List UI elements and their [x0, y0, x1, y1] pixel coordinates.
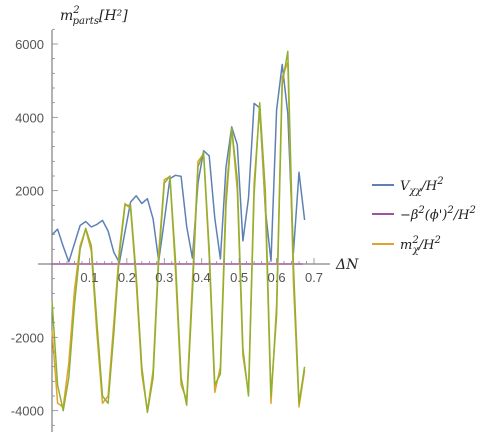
- x-tick-label: 0.5: [230, 270, 248, 285]
- x-tick-label: 0.6: [268, 270, 286, 285]
- y-axis-title-bracket: [H²]: [99, 8, 128, 24]
- series-green-line: [51, 50, 306, 414]
- y-tick-label: 6000: [15, 37, 44, 52]
- legend-label-beta: −β2(ϕ')2/H2: [400, 205, 476, 223]
- legend-label-vxx: Vχχ/H2: [400, 176, 444, 197]
- x-tick-label: 0.4: [193, 270, 211, 285]
- y-axis-title: m2 parts[H²]: [60, 5, 128, 27]
- series-layer: [51, 50, 306, 414]
- y-tick-label: -2000: [11, 330, 44, 345]
- x-tick-label: 0.7: [305, 270, 323, 285]
- x-tick-label: 0.3: [155, 270, 173, 285]
- y-axis-title-sup: 2: [72, 5, 79, 16]
- x-axis-title: ΔN: [335, 257, 359, 273]
- y-tick-label: 2000: [15, 184, 44, 199]
- y-tick-label: -4000: [11, 404, 44, 419]
- ticks: -4000 -2000 2000 4000 6000 0.1 0.2 0.3 0.4 0.5 0.6…: [11, 28, 323, 426]
- x-tick-label: 0.2: [118, 270, 136, 285]
- y-axis-title-sub: parts: [73, 16, 99, 27]
- y-tick-label: 4000: [15, 110, 44, 125]
- y-axis-title-main: m: [60, 8, 73, 24]
- legend: Vχχ/H2 −β2(ϕ')2/H2 m2 χ/H2: [372, 176, 476, 256]
- legend-label-mchi: m2 χ/H2: [400, 235, 441, 256]
- axes: [38, 30, 330, 432]
- x-tick-label: 0.1: [80, 270, 98, 285]
